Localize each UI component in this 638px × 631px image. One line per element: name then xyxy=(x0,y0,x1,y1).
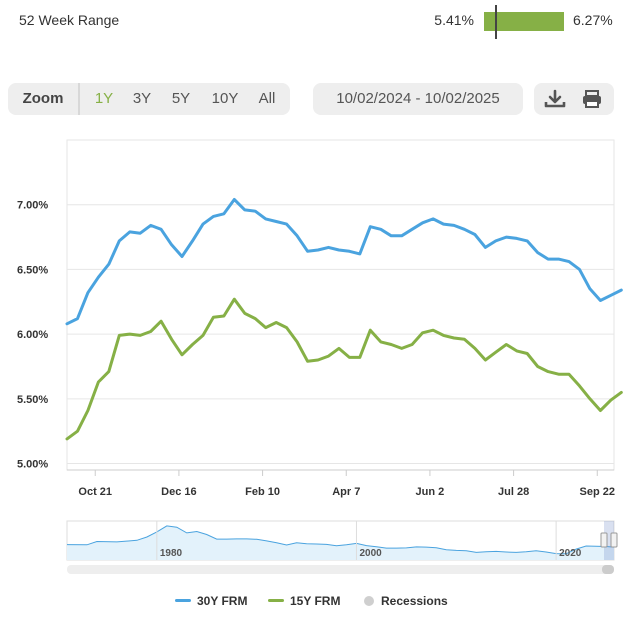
series-30y-frm-line[interactable] xyxy=(65,198,623,326)
zoom-1y-button[interactable]: 1Y xyxy=(94,90,114,107)
x-tick-label: Feb 10 xyxy=(245,486,280,498)
grid-lines xyxy=(67,204,614,465)
navigator-selection[interactable] xyxy=(604,521,614,560)
navigator-scrollbar-thumb[interactable] xyxy=(602,565,614,574)
legend-label-15y: 15Y FRM xyxy=(290,594,341,608)
legend: 30Y FRM 15Y FRM Recessions xyxy=(0,592,638,610)
zoom-group xyxy=(8,83,290,115)
zoom-5y-button[interactable]: 5Y xyxy=(171,90,191,107)
x-tick-label: Sep 22 xyxy=(580,486,615,498)
zoom-label: Zoom xyxy=(8,83,80,115)
download-icon xyxy=(544,89,566,108)
zoom-all-button[interactable]: All xyxy=(258,90,276,107)
range-high-value: 6.27% xyxy=(573,12,613,28)
legend-item-30y[interactable]: 30Y FRM xyxy=(175,592,247,610)
y-tick-label: 6.00% xyxy=(17,329,48,341)
legend-label-recessions: Recessions xyxy=(381,594,448,608)
zoom-10y-button[interactable]: 10Y xyxy=(211,90,239,107)
series-15y-frm-line[interactable] xyxy=(65,297,623,441)
legend-swatch-15y xyxy=(268,599,284,603)
plot-frame xyxy=(66,139,615,471)
range-bar xyxy=(484,12,564,31)
navigator-year-label: 2000 xyxy=(359,548,382,559)
range-current-marker xyxy=(495,5,497,39)
range-low-value: 5.41% xyxy=(434,12,474,28)
series-layer xyxy=(65,198,623,441)
legend-label-30y: 30Y FRM xyxy=(197,594,248,608)
range-label: 52 Week Range xyxy=(19,12,120,28)
download-button[interactable] xyxy=(535,83,575,115)
navigator-left-handle[interactable] xyxy=(600,532,608,548)
date-range-picker[interactable]: 10/02/2024 - 10/02/2025 xyxy=(313,83,523,115)
navigator-year-label: 2020 xyxy=(559,548,582,559)
legend-swatch-30y xyxy=(175,599,191,603)
legend-swatch-recessions xyxy=(364,595,374,606)
main-chart: 5.00% 5.50% 6.00% 6.50% 7.00% Oct 21 Dec 16 Fe… xyxy=(17,139,623,498)
x-tick-label: Dec 16 xyxy=(161,486,196,498)
y-tick-label: 5.00% xyxy=(17,459,48,471)
y-tick-label: 6.50% xyxy=(17,264,48,276)
x-tick-label: Oct 21 xyxy=(78,486,112,498)
navigator-right-handle[interactable] xyxy=(610,532,618,548)
navigator-year-label: 1980 xyxy=(160,548,183,559)
x-tick-label: Jun 2 xyxy=(416,486,445,498)
legend-item-15y[interactable]: 15Y FRM xyxy=(268,592,340,610)
plot-area xyxy=(66,139,615,471)
print-icon xyxy=(583,90,601,108)
y-tick-label: 5.50% xyxy=(17,394,48,406)
x-tick-label: Jul 28 xyxy=(498,486,529,498)
print-button[interactable] xyxy=(572,83,612,115)
zoom-3y-button[interactable]: 3Y xyxy=(132,90,152,107)
y-axis: 5.00% 5.50% 6.00% 6.50% 7.00% xyxy=(17,200,48,471)
x-axis: Oct 21 Dec 16 Feb 10 Apr 7 Jun 2 Jul 28 Sep 22 xyxy=(67,469,615,498)
navigator[interactable]: 1980 2000 2020 xyxy=(0,515,638,575)
navigator-area xyxy=(67,525,614,560)
y-tick-label: 7.00% xyxy=(17,200,48,212)
navigator-scrollbar-track[interactable] xyxy=(67,565,614,574)
x-tick-label: Apr 7 xyxy=(332,486,360,498)
legend-item-recessions[interactable]: Recessions xyxy=(364,592,448,610)
